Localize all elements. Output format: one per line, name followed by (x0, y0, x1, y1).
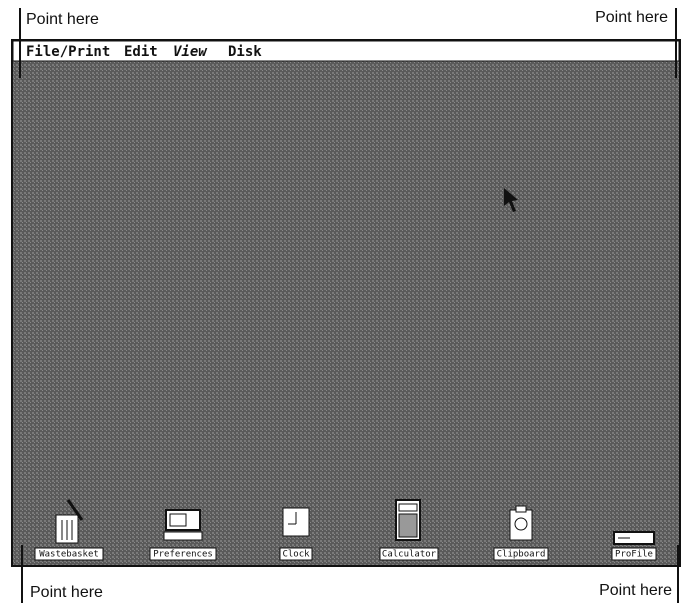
menu-item[interactable]: Edit (124, 44, 158, 60)
icon-label[interactable]: Preferences (153, 550, 213, 560)
menu-item[interactable]: View (173, 44, 208, 60)
annotation: Point here (30, 584, 103, 601)
menu-item[interactable]: Disk (228, 44, 262, 60)
menu-bar (13, 41, 679, 61)
icon-clock[interactable] (283, 508, 309, 536)
lisa-desktop-figure: File/Print Edit View Disk Point here Poi… (0, 0, 686, 603)
icon-label[interactable]: Wastebasket (39, 550, 99, 560)
icon-label[interactable]: ProFile (615, 550, 653, 560)
icon-profile[interactable] (614, 532, 654, 544)
annotation: Point here (26, 11, 99, 28)
icon-preferences[interactable] (164, 510, 202, 540)
menu-item[interactable]: File/Print (26, 44, 110, 60)
icon-label[interactable]: Clipboard (497, 550, 546, 560)
icon-calculator[interactable] (396, 500, 420, 540)
annotation: Point here (595, 9, 668, 26)
icon-clipboard[interactable] (510, 506, 532, 540)
icon-label[interactable]: Calculator (382, 550, 437, 560)
annotation: Point here (599, 582, 672, 599)
icon-label[interactable]: Clock (282, 550, 310, 560)
desktop (12, 40, 680, 566)
